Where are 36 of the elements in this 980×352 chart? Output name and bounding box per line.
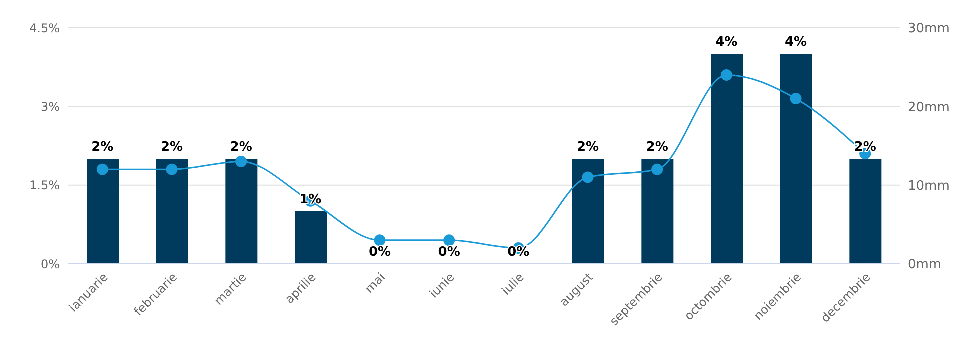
y-tick-label: 4.5% xyxy=(30,21,60,36)
data-label: 2% xyxy=(92,140,114,156)
bar xyxy=(711,54,743,264)
data-label: 2% xyxy=(160,140,184,156)
data-label: 0% xyxy=(368,245,392,260)
bar xyxy=(87,159,119,264)
y-tick-label: 3% xyxy=(40,100,60,114)
point xyxy=(444,234,456,246)
point xyxy=(166,164,178,176)
y2-tick-label: 20mm xyxy=(908,100,950,116)
bar xyxy=(780,54,812,264)
y2-tick-label: 0mm xyxy=(908,258,942,273)
data-label: 2% xyxy=(646,140,668,156)
y-tick-label: 0% xyxy=(40,257,60,272)
point xyxy=(236,156,248,168)
data-label: 2% xyxy=(230,140,252,156)
data-label: 4% xyxy=(716,35,738,50)
y-tick-label: 1.5% xyxy=(30,178,60,193)
y2-tick-label: 30mm xyxy=(908,22,950,37)
point xyxy=(96,164,108,176)
point xyxy=(790,93,802,105)
y2-tick-label: 10mm xyxy=(908,178,950,194)
point xyxy=(652,164,664,176)
bar xyxy=(642,159,674,264)
bar xyxy=(572,159,604,264)
data-label: 0% xyxy=(438,245,460,260)
bar xyxy=(156,159,188,264)
data-label: 0% xyxy=(508,245,530,260)
data-label: 4% xyxy=(784,35,808,50)
point xyxy=(374,234,386,246)
point xyxy=(582,172,594,184)
data-label: 2% xyxy=(576,140,600,156)
bar xyxy=(226,159,258,264)
bar xyxy=(295,212,327,264)
bar xyxy=(850,159,882,264)
point xyxy=(720,69,732,81)
